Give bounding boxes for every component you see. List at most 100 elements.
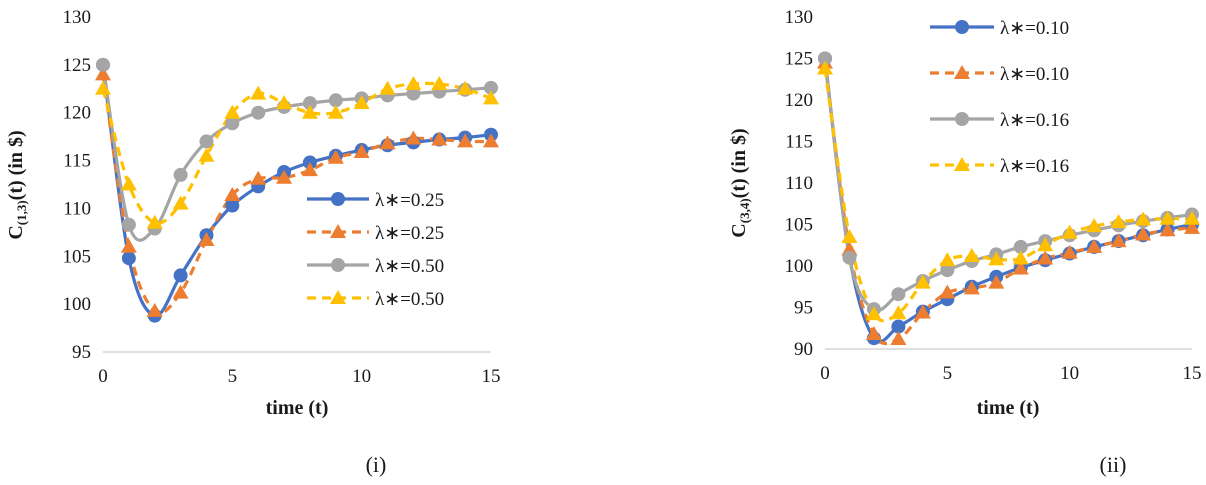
data-point-series-1: [276, 169, 293, 184]
y-tick-label: 100: [63, 294, 92, 315]
series-line-3: [101, 81, 492, 225]
y-tick-label: 95: [794, 298, 813, 319]
data-point-series-3: [1012, 250, 1029, 265]
data-point-series-1: [865, 326, 882, 341]
data-point-series-2: [818, 51, 832, 66]
x-axis-label: time (t): [977, 397, 1040, 419]
data-point-series-0: [173, 268, 188, 283]
data-point-series-0: [225, 198, 240, 213]
data-point-series-2: [1013, 239, 1028, 254]
data-point-series-3: [914, 274, 931, 289]
data-point-series-3: [988, 251, 1005, 266]
legend-marker-1: [330, 224, 346, 238]
data-point-series-2: [251, 105, 266, 120]
legend: λ∗=0.25 λ∗=0.25 λ∗=0.50 λ∗=0.50: [307, 190, 444, 310]
data-point-series-3: [817, 60, 833, 75]
data-point-series-1: [1037, 250, 1054, 265]
data-point-series-2: [940, 263, 955, 278]
data-point-series-1: [841, 241, 858, 256]
data-point-series-3: [1037, 237, 1054, 252]
data-point-series-2: [406, 86, 421, 101]
data-point-series-1: [379, 135, 396, 150]
legend: λ∗=0.10 λ∗=0.10 λ∗=0.16 λ∗=0.16: [930, 18, 1069, 177]
legend-marker-1: [954, 65, 970, 79]
y-tick-label: 105: [63, 246, 92, 267]
data-point-series-3: [224, 104, 241, 119]
x-tick-label: 10: [1060, 363, 1079, 384]
panel-label: (ii): [1100, 452, 1127, 477]
legend-marker-3: [954, 157, 970, 171]
data-point-series-1: [939, 284, 956, 299]
y-tick-label: 110: [785, 173, 813, 194]
data-point-series-1: [1159, 222, 1176, 237]
data-point-series-3: [865, 306, 882, 321]
data-point-series-1: [95, 66, 111, 81]
data-point-series-1: [483, 133, 499, 148]
data-point-series-3: [431, 76, 448, 90]
legend-label-1: λ∗=0.10: [1000, 64, 1069, 85]
data-point-series-1: [1061, 244, 1078, 259]
y-tick-label: 115: [63, 151, 91, 172]
y-tick-label: 110: [63, 198, 91, 219]
legend-label-1: λ∗=0.25: [375, 223, 444, 244]
data-point-series-1: [327, 149, 344, 164]
series-lines: [823, 58, 1193, 346]
legend-marker-0: [955, 20, 969, 34]
data-point-series-2: [484, 80, 498, 95]
data-point-series-2: [96, 57, 110, 72]
data-point-series-1: [914, 304, 931, 319]
legend-label-3: λ∗=0.50: [375, 289, 444, 310]
data-point-series-2: [121, 217, 136, 232]
legend-marker-0: [331, 192, 345, 206]
data-point-series-1: [1110, 233, 1127, 248]
x-tick-label: 0: [98, 366, 108, 387]
data-point-series-3: [198, 147, 215, 162]
data-point-series-3: [250, 85, 267, 100]
data-point-series-1: [301, 162, 318, 177]
series-line-1: [823, 62, 1193, 346]
data-point-series-2: [302, 96, 317, 111]
data-point-series-1: [890, 331, 907, 346]
data-point-series-1: [224, 187, 241, 202]
data-point-series-3: [483, 90, 499, 105]
x-tick-labels: 0 5 10 15: [820, 363, 1201, 384]
y-tick-label: 125: [785, 49, 814, 70]
legend-label-2: λ∗=0.50: [375, 256, 444, 277]
data-point-series-3: [1061, 224, 1078, 239]
data-point-series-3: [939, 252, 956, 267]
data-point-series-3: [95, 80, 111, 95]
x-tick-labels: 0 5 10 15: [98, 366, 500, 387]
y-tick-label: 105: [785, 215, 814, 236]
data-point-series-1: [963, 280, 980, 295]
data-point-series-2: [328, 93, 343, 108]
data-point-series-3: [172, 195, 189, 210]
x-tick-label: 15: [482, 366, 501, 387]
data-point-series-1: [172, 284, 189, 299]
data-point-series-1: [457, 133, 474, 148]
data-point-series-1: [1135, 226, 1152, 241]
data-point-series-1: [198, 232, 215, 247]
series-line-3: [823, 68, 1193, 323]
data-point-series-3: [1086, 218, 1103, 233]
x-tick-label: 5: [943, 363, 953, 384]
y-tick-label: 125: [63, 55, 92, 76]
y-tick-label: 95: [72, 342, 91, 363]
data-point-series-3: [353, 95, 370, 110]
x-tick-label: 15: [1183, 363, 1202, 384]
series-markers: [817, 51, 1200, 346]
legend-label-0: λ∗=0.25: [375, 190, 444, 211]
data-point-series-3: [1159, 210, 1176, 225]
legend-marker-2: [331, 258, 345, 272]
data-point-series-2: [225, 116, 240, 131]
data-point-series-3: [146, 214, 163, 229]
y-axis-label: C(3,4)(t) (in $): [728, 128, 752, 237]
x-tick-label: 5: [228, 366, 238, 387]
y-tick-label: 120: [63, 103, 92, 124]
series-markers: [95, 57, 499, 323]
data-point-series-2: [891, 287, 906, 302]
x-tick-label: 10: [352, 366, 371, 387]
x-tick-label: 0: [820, 363, 830, 384]
y-tick-label: 90: [794, 339, 813, 360]
data-point-series-2: [199, 134, 214, 149]
y-tick-label: 130: [785, 7, 814, 28]
